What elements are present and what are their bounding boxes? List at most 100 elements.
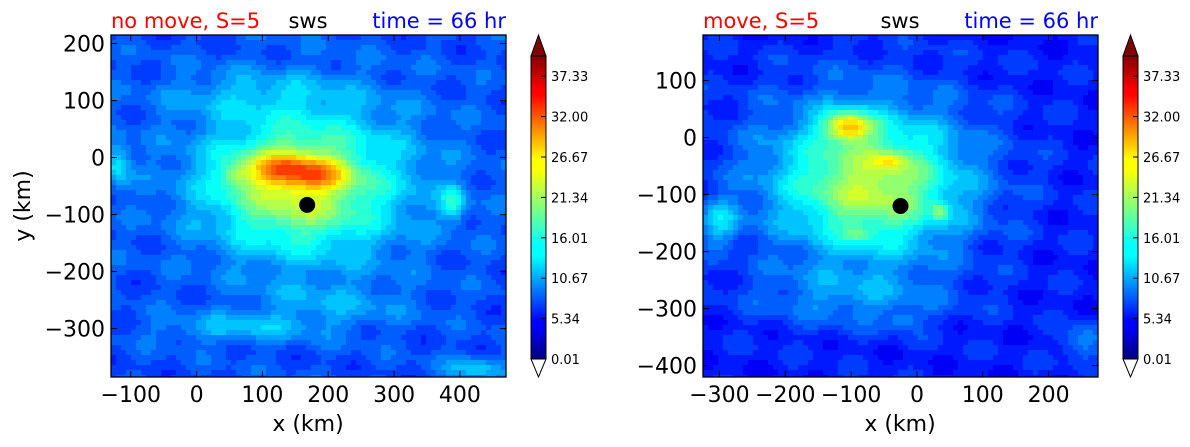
- heatmap-cell: [496, 315, 502, 321]
- heatmap-cell: [411, 45, 417, 51]
- heatmap-cell: [381, 105, 387, 111]
- heatmap-cell: [226, 80, 232, 86]
- heatmap-cell: [391, 220, 397, 226]
- heatmap-cell: [366, 305, 372, 311]
- heatmap-cell: [146, 100, 152, 106]
- heatmap-cell: [256, 175, 262, 181]
- heatmap-cell: [181, 45, 187, 51]
- heatmap-cell: [156, 320, 162, 326]
- heatmap-cell: [171, 290, 177, 296]
- heatmap-cell: [296, 185, 302, 191]
- heatmap-cell: [356, 180, 362, 186]
- heatmap-cell: [361, 330, 367, 336]
- heatmap-cell: [446, 310, 452, 316]
- heatmap-cell: [221, 295, 227, 301]
- heatmap-cell: [491, 235, 497, 241]
- heatmap-cell: [481, 175, 487, 181]
- heatmap-cell: [381, 220, 387, 226]
- heatmap-cell: [471, 285, 477, 291]
- heatmap-cell: [336, 155, 342, 161]
- heatmap-cell: [491, 290, 497, 296]
- heatmap-cell: [491, 55, 497, 61]
- heatmap-cell: [111, 320, 117, 326]
- heatmap-cell: [476, 115, 482, 121]
- heatmap-cell: [341, 185, 347, 191]
- heatmap-cell: [306, 260, 312, 266]
- heatmap-cell: [226, 160, 232, 166]
- heatmap-cell: [441, 330, 447, 336]
- heatmap-cell: [291, 35, 297, 41]
- heatmap-cell: [131, 50, 137, 56]
- heatmap-cell: [436, 165, 442, 171]
- heatmap-cell: [226, 305, 232, 311]
- heatmap-cell: [236, 80, 242, 86]
- heatmap-cell: [316, 140, 322, 146]
- heatmap-cell: [161, 35, 167, 41]
- heatmap-cell: [271, 305, 277, 311]
- heatmap-cell: [191, 235, 197, 241]
- heatmap-cell: [411, 205, 417, 211]
- heatmap-cell: [261, 205, 267, 211]
- heatmap-cell: [486, 55, 492, 61]
- heatmap-cell: [466, 135, 472, 141]
- heatmap-cell: [431, 310, 437, 316]
- heatmap-cell: [371, 70, 377, 76]
- heatmap-cell: [121, 55, 127, 61]
- heatmap-cell: [486, 220, 492, 226]
- heatmap-cell: [416, 330, 422, 336]
- heatmap-cell: [491, 345, 497, 351]
- heatmap-cell: [311, 335, 317, 341]
- heatmap-cell: [221, 75, 227, 81]
- heatmap-cell: [191, 80, 197, 86]
- heatmap-cell: [326, 225, 332, 231]
- heatmap-cell: [471, 60, 477, 66]
- heatmap-cell: [481, 60, 487, 66]
- heatmap-cell: [296, 125, 302, 131]
- heatmap-cell: [211, 225, 217, 231]
- heatmap-cell: [356, 230, 362, 236]
- heatmap-cell: [451, 260, 457, 266]
- heatmap-cell: [461, 130, 467, 136]
- heatmap-cell: [241, 325, 247, 331]
- heatmap-cell: [206, 240, 212, 246]
- heatmap-cell: [381, 195, 387, 201]
- heatmap-cell: [496, 35, 502, 41]
- heatmap-cell: [431, 230, 437, 236]
- heatmap-cell: [246, 335, 252, 341]
- heatmap-cell: [276, 170, 282, 176]
- heatmap-cell: [496, 345, 502, 351]
- heatmap-cell: [326, 270, 332, 276]
- heatmap-cell: [281, 185, 287, 191]
- heatmap-cell: [111, 45, 117, 51]
- heatmap-cell: [441, 295, 447, 301]
- heatmap-cell: [386, 270, 392, 276]
- heatmap-cell: [436, 150, 442, 156]
- heatmap-cell: [126, 335, 132, 341]
- heatmap-cell: [496, 70, 502, 76]
- heatmap-cell: [116, 335, 122, 341]
- heatmap-cell: [361, 110, 367, 116]
- heatmap-cell: [321, 260, 327, 266]
- heatmap-cell: [346, 235, 352, 241]
- heatmap-cell: [441, 280, 447, 286]
- heatmap-cell: [351, 185, 357, 191]
- heatmap-cell: [231, 120, 237, 126]
- heatmap-cell: [351, 140, 357, 146]
- heatmap-cell: [146, 65, 152, 71]
- heatmap-cell: [471, 185, 477, 191]
- heatmap-cell: [131, 350, 137, 356]
- heatmap-cell: [356, 60, 362, 66]
- heatmap-cell: [111, 175, 117, 181]
- heatmap-cell: [266, 210, 272, 216]
- heatmap-cell: [276, 280, 282, 286]
- heatmap-cell: [291, 230, 297, 236]
- heatmap-cell: [491, 180, 497, 186]
- heatmap-cell: [286, 215, 292, 221]
- heatmap-cell: [446, 145, 452, 151]
- heatmap-cell: [276, 195, 282, 201]
- heatmap-cell: [126, 270, 132, 276]
- heatmap-cell: [301, 135, 307, 141]
- heatmap-cell: [206, 130, 212, 136]
- heatmap-cell: [246, 250, 252, 256]
- heatmap-cell: [351, 335, 357, 341]
